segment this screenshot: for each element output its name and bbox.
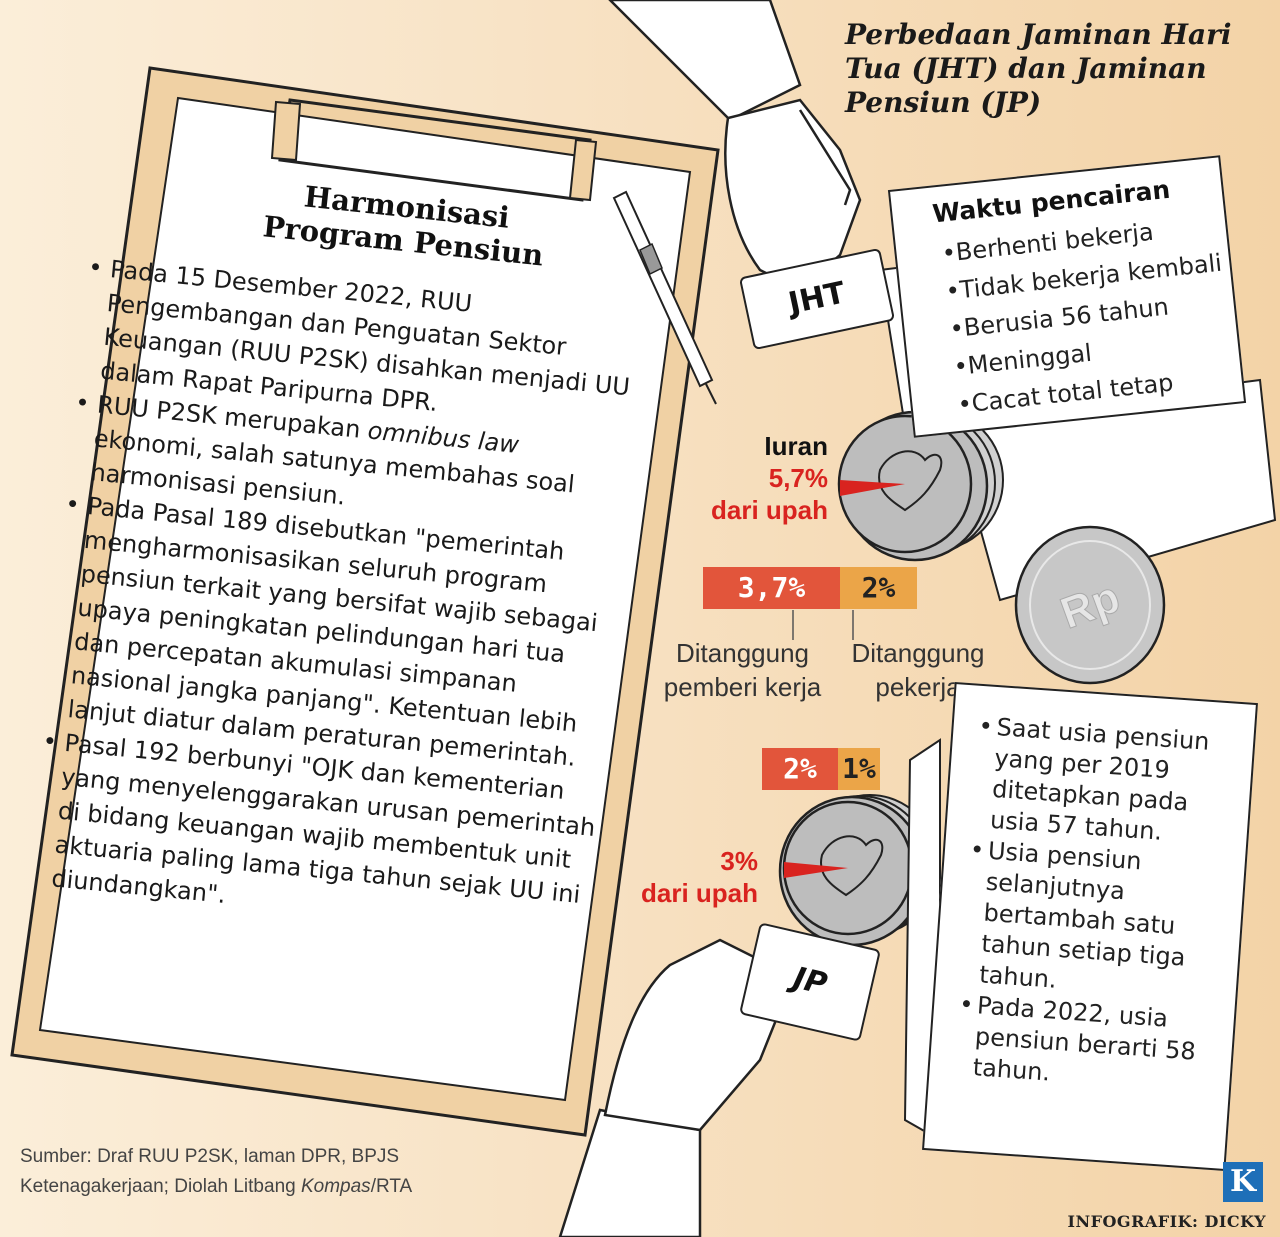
source-text-a: Ketenagakerjaan; Diolah Litbang [20,1176,301,1197]
jht-iuran-title: Iuran [764,431,828,461]
jht-iuran-value: 5,7% [768,463,828,493]
jht-items-list: Berhenti bekerja Tidak bekerja kembali B… [940,206,1236,424]
worker-label: Ditanggung pekerja [851,638,985,702]
pen-icon [612,190,717,405]
source-line-1: Sumber: Draf RUU P2SK, laman DPR, BPJS [20,1146,400,1167]
top-hand-icon [608,0,862,292]
source-line-2: Ketenagakerjaan; Diolah Litbang Kompas/R… [20,1172,412,1202]
source-note: Sumber: Draf RUU P2SK, laman DPR, BPJS K… [20,1142,412,1202]
rp-coin-icon: Rp [1014,525,1166,685]
jp-item: Saat usia pensiun yang per 2019 ditetapk… [971,711,1229,852]
jht-iuran-suffix: dari upah [710,495,828,525]
jp-worker-share: 1% [838,748,880,790]
jp-item: Pada 2022, usia pensiun berarti 58 tahun… [954,989,1210,1099]
jht-withdrawal-card: Waktu pencairan Berhenti bekerja Tidak b… [887,155,1247,438]
credit: INFOGRAFIK: DICKY [1067,1212,1266,1231]
jp-iuran-suffix: dari upah [640,878,758,908]
jp-iuran-label: 3% dari upah [610,845,758,909]
jht-employer-share: 3,7% [703,567,840,609]
bottom-hand-icon [558,938,782,1237]
clipboard-body: Pada 15 Desember 2022, RUU Pengembangan … [28,250,647,947]
jp-items-list: Saat usia pensiun yang per 2019 ditetapk… [954,711,1229,1100]
jht-coin-icon [837,409,1004,562]
jp-item: Usia pensiun selanjutnya bertambah satu … [960,834,1220,1006]
kompas-logo: K [1223,1162,1263,1202]
page-title: Perbedaan Jaminan Hari Tua (JHT) dan Jam… [845,18,1232,119]
source-emphasis: Kompas [300,1176,371,1197]
jp-iuran-value: 3% [720,846,758,876]
jht-iuran-label: Iuran 5,7% dari upah [680,430,828,526]
jp-employer-share: 2% [762,748,838,790]
jp-coin-icon [778,794,939,947]
jht-worker-share: 2% [840,567,917,609]
jp-retirement-card: Saat usia pensiun yang per 2019 ditetapk… [922,681,1258,1172]
employer-label: Ditanggung pemberi kerja [663,638,822,702]
source-text-b: /RTA [370,1176,413,1197]
